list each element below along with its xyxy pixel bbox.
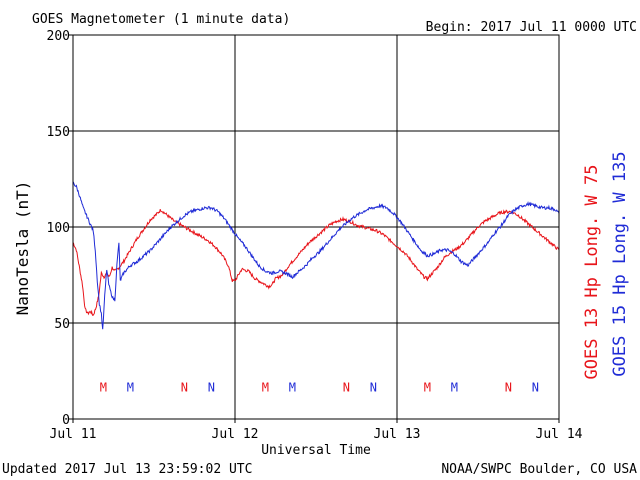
y-tick-label: 100 bbox=[47, 221, 70, 236]
annotation-m: M bbox=[424, 380, 431, 394]
y-tick-label: 150 bbox=[47, 125, 70, 140]
legend-goes15: GOES 15 Hp Long. W 135 bbox=[610, 151, 630, 376]
annotation-n: N bbox=[505, 380, 512, 394]
annotation-n: N bbox=[208, 380, 215, 394]
annotation-n: N bbox=[370, 380, 377, 394]
x-tick-labels: Jul 11 Jul 12 Jul 13 Jul 14 bbox=[50, 419, 583, 442]
annotation-m: M bbox=[262, 380, 269, 394]
y-tick-labels: 0 50 100 150 200 bbox=[47, 29, 73, 428]
annotation-m: M bbox=[100, 380, 107, 394]
annotation-n: N bbox=[532, 380, 539, 394]
x-tick-label: Jul 13 bbox=[374, 427, 421, 442]
annotation-m: M bbox=[127, 380, 134, 394]
annotation-n: N bbox=[181, 380, 188, 394]
chart-title: GOES Magnetometer (1 minute data) bbox=[32, 12, 290, 27]
credit-text: NOAA/SWPC Boulder, CO USA bbox=[441, 462, 637, 477]
x-tick-label: Jul 14 bbox=[536, 427, 583, 442]
x-tick-label: Jul 12 bbox=[212, 427, 259, 442]
x-tick-label: Jul 11 bbox=[50, 427, 97, 442]
series-layer bbox=[72, 181, 560, 330]
series-line-goes13 bbox=[72, 209, 560, 317]
begin-time: Begin: 2017 Jul 11 0000 UTC bbox=[426, 20, 637, 35]
annotation-m: M bbox=[289, 380, 296, 394]
y-tick-label: 200 bbox=[47, 29, 70, 44]
y-tick-label: 0 bbox=[62, 413, 70, 428]
y-axis-label: NanoTesla (nT) bbox=[13, 181, 32, 316]
updated-time: Updated 2017 Jul 13 23:59:02 UTC bbox=[2, 462, 252, 477]
legend-goes13: GOES 13 Hp Long. W 75 bbox=[582, 165, 602, 380]
y-tick-label: 50 bbox=[54, 317, 70, 332]
x-axis-label: Universal Time bbox=[261, 443, 371, 458]
series-line-goes15 bbox=[72, 181, 560, 330]
annotation-m: M bbox=[451, 380, 458, 394]
annotation-n: N bbox=[343, 380, 350, 394]
grid-lines bbox=[73, 35, 559, 419]
